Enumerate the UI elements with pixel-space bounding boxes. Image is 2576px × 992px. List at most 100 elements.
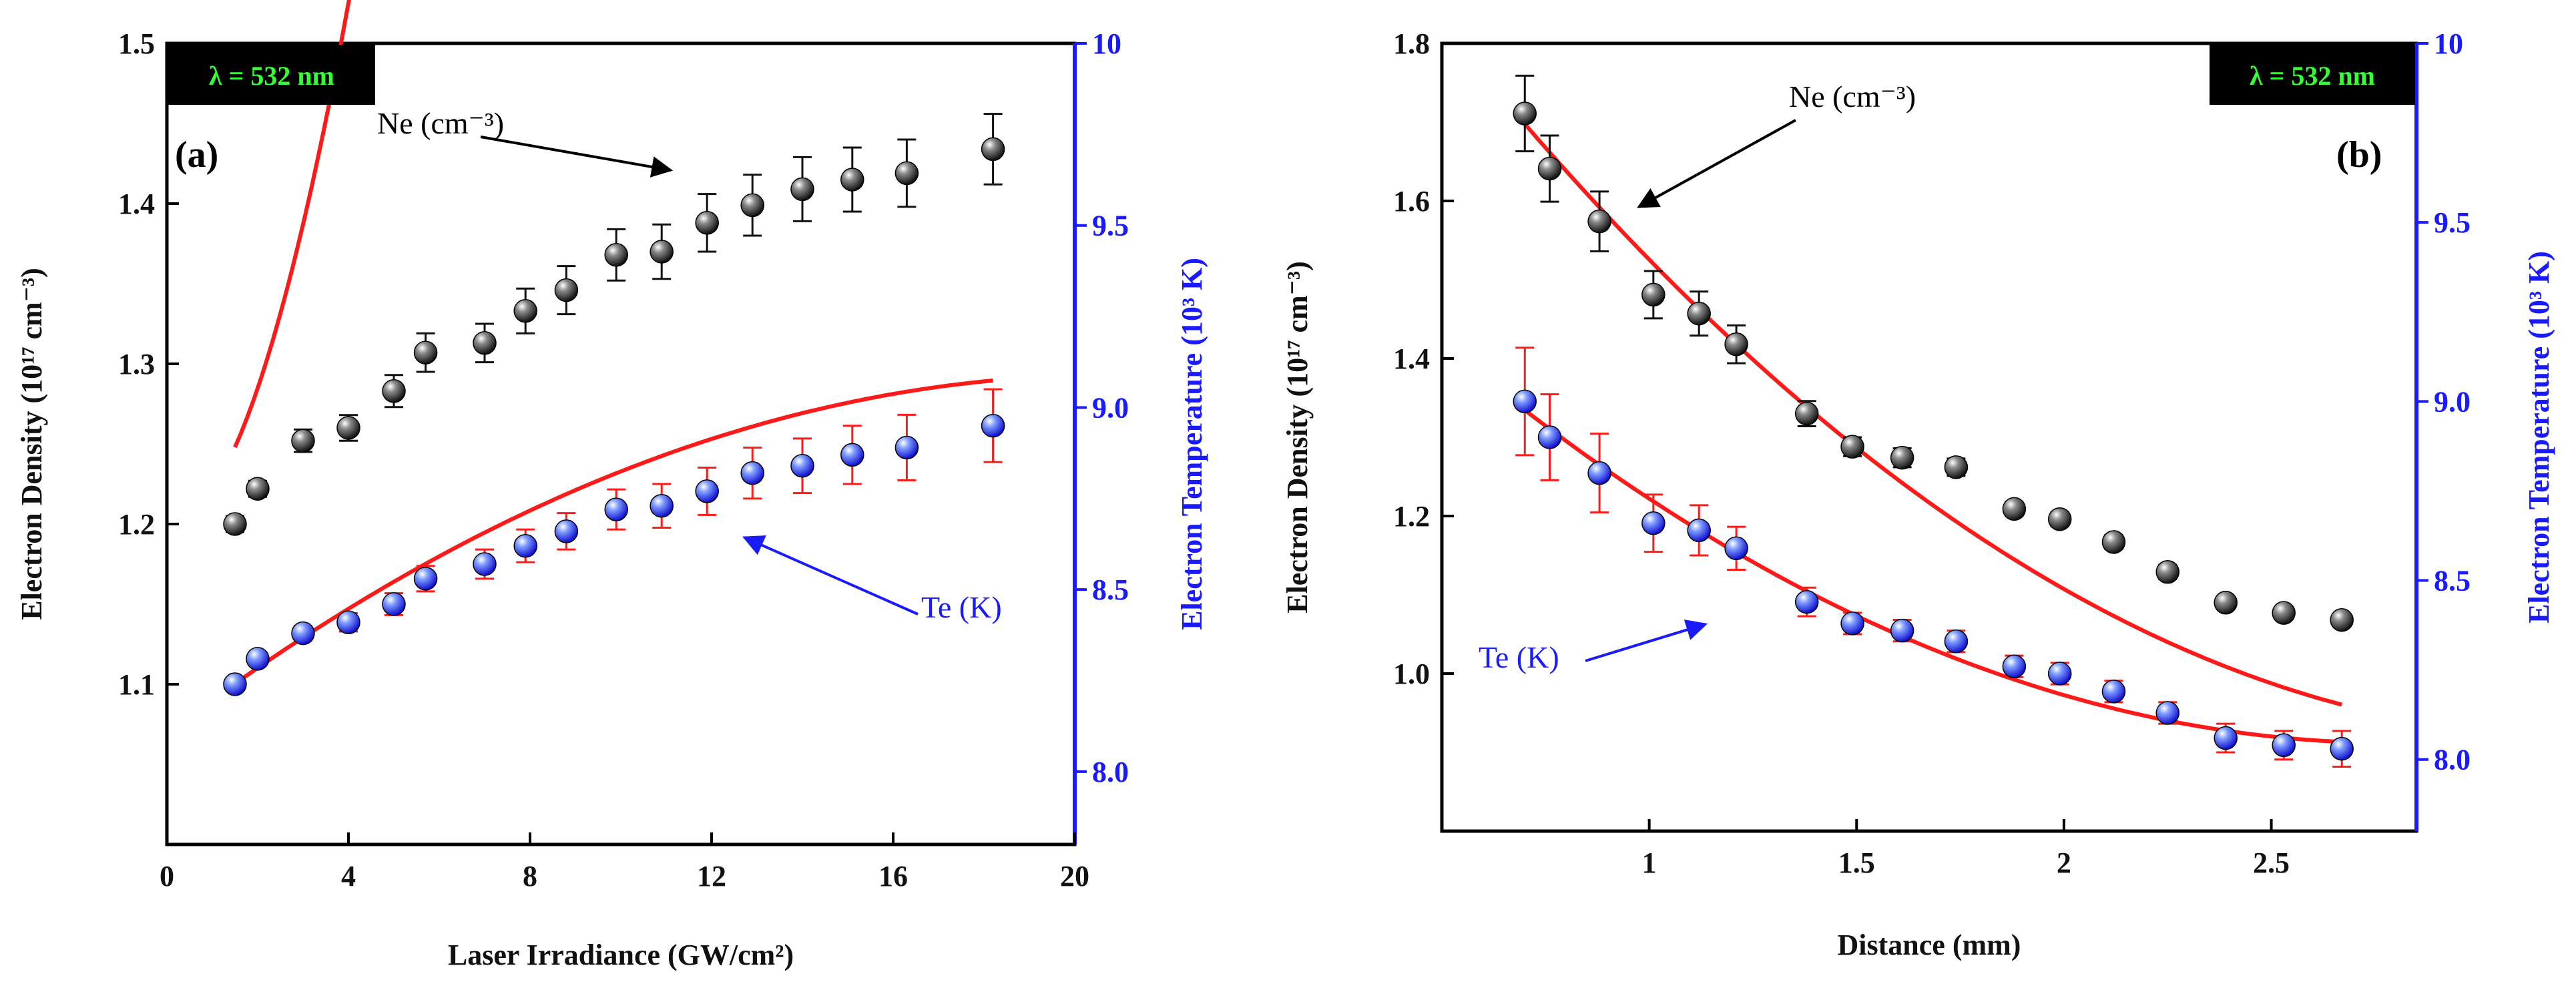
panel-a-point-density [223,512,247,536]
panel-b-point-density [2101,530,2126,554]
panel-b-point-temperature [2272,733,2296,758]
panel-a-badge [168,45,375,105]
panel-b-point-temperature [1513,389,1537,414]
panel-a-point-temperature [840,443,864,467]
panel-a-fit-temperature [234,379,993,686]
panel-b-xtick-label: 1 [1642,846,1657,879]
panel-b-point-density [1537,156,1562,181]
panel-b-point-density [1944,455,1969,479]
panel-a-point-density [790,177,814,202]
panel-a-point-temperature [894,435,919,460]
panel-a-point-density [291,429,315,453]
panel-b-ticks: 1 1.5 2 2.5 1.0 1.2 1.4 1.6 1.8 8.0 8.5 9.0 9.5 10 [1393,27,2471,879]
panel-b-point-temperature [1587,461,1611,485]
panel-a-point-temperature [473,552,497,576]
panel-b-point-temperature [1687,518,1711,543]
panel-b-point-temperature [2330,736,2354,761]
panel-a-ticks: 0 4 8 12 16 20 1.1 1.2 1.3 1.4 1.5 8.0 8.5 9.0 9.5 10 [118,27,1129,893]
panel-b-point-density [1890,445,1914,470]
panel-b-point-temperature [2047,662,2072,686]
panel-a-badge-text: λ = 532 nm [209,61,334,91]
panel-b: 1 1.5 2 2.5 1.0 1.2 1.4 1.6 1.8 8.0 8.5 9.0 9.5 10 λ … [1281,27,2555,961]
panel-b-point-temperature [1840,611,1864,636]
panel-b-point-temperature [2101,680,2126,704]
panel-a-ytick-right-label: 10 [1092,27,1121,60]
panel-a-point-temperature [413,567,438,591]
panel-a-ytick-left-label: 1.5 [118,27,155,60]
panel-b-badge-text: λ = 532 nm [2250,61,2375,91]
panel-b-fit-density [1523,122,2342,707]
panel-a-xtick-label: 16 [878,860,908,893]
panel-a-point-density [513,299,537,323]
panel-b-point-temperature [1537,425,1562,449]
panel-b-ytick-right-label: 9.0 [2434,385,2471,418]
panel-b-ytick-right-label: 9.5 [2434,206,2471,239]
panel-b-point-density [1724,332,1748,356]
panel-b-point-temperature [1890,618,1914,643]
panel-a-point-temperature [695,479,719,503]
panel-b-point-density [1794,401,1819,426]
panel-b-points [1513,74,2354,768]
panel-b-density-arrow [1637,119,1796,208]
panel-a-point-temperature [554,519,579,543]
panel-b-ytick-right-label: 8.5 [2434,565,2471,597]
panel-b-ytick-left-label: 1.0 [1393,658,1430,690]
panel-b-point-density [2002,497,2027,521]
panel-b-ytick-left-label: 1.8 [1393,27,1430,60]
panel-b-point-density [1513,101,1537,126]
panel-b-point-density [2214,591,2238,615]
panel-a-ytick-right-label: 8.0 [1092,756,1129,788]
panel-a-ylabel-right: Electron Temperature (10³ K) [1176,258,1208,630]
panel-a-ylabel-left: Electron Density (10¹⁷ cm⁻³) [15,268,48,620]
panel-a-density-annotation: Ne (cm⁻³) [377,106,504,140]
panel-a-point-temperature [382,592,406,616]
panel-b-ytick-right-label: 10 [2434,27,2463,60]
panel-a-point-density [840,168,864,192]
panel-b-badge [2210,45,2415,105]
panel-a-ytick-right-label: 9.0 [1092,391,1129,424]
panel-a-point-density [473,331,497,355]
panel-b-xtick-label: 2 [2057,846,2071,879]
panel-b-xtick-label: 1.5 [1838,846,1875,879]
panel-a-point-temperature [246,647,270,671]
panel-b-point-density [2330,608,2354,632]
panel-a-point-density [413,340,438,364]
panel-a-xtick-label: 12 [697,860,726,893]
panel-a-point-temperature [291,621,315,646]
panel-b-ytick-left-label: 1.4 [1393,342,1430,375]
panel-a-ytick-left-label: 1.4 [118,188,155,220]
panel-a-point-density [246,477,270,501]
panel-b-point-temperature [2155,701,2179,725]
panel-a-temperature-arrow [742,535,919,615]
panel-b-point-temperature [1724,536,1748,561]
panel-a-point-temperature [650,493,674,518]
panel-b-point-density [2047,507,2072,531]
panel-b-xtick-label: 2.5 [2253,846,2290,879]
panel-a-point-density [382,379,406,403]
panel-a-point-temperature [740,461,764,485]
panel-b-point-density [2272,601,2296,625]
panel-a-point-density [894,161,919,186]
panel-a-xtick-label: 4 [341,860,356,893]
panel-a-ytick-left-label: 1.3 [118,348,155,381]
panel-a-xtick-label: 0 [160,860,174,893]
panel-b-xlabel: Distance (mm) [1838,929,2021,961]
panel-b-point-temperature [1641,511,1665,535]
panel-a-point-temperature [790,453,814,478]
panel-a-points [223,113,1005,696]
panel-a-xtick-label: 8 [523,860,537,893]
panel-a-ytick-right-label: 9.5 [1092,210,1129,242]
panel-a-point-density [740,193,764,218]
panel-a-temperature-annotation: Te (K) [921,590,1002,624]
panel-a-xlabel: Laser Irradiance (GW/cm²) [448,939,794,971]
panel-a-point-density [981,137,1005,162]
panel-b-point-density [1840,435,1864,459]
panel-a-label: (a) [175,134,218,176]
panel-b-ytick-left-label: 1.6 [1393,185,1430,218]
panel-a-point-temperature [604,497,628,521]
panel-b-point-temperature [2002,654,2027,679]
panel-b-point-density [1587,209,1611,234]
panel-a-point-density [695,211,719,235]
panel-a-xtick-label: 20 [1060,860,1089,893]
